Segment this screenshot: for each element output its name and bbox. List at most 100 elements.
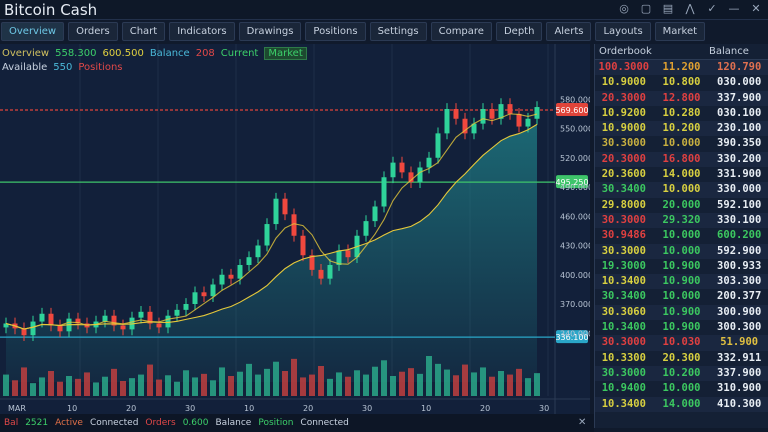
order-book-row[interactable]: 10.9400 10.000 310.900 xyxy=(595,381,768,396)
order-book-row[interactable]: 30.3400 10.000 200.377 xyxy=(595,289,768,304)
order-book-row[interactable]: 30.3060 10.900 300.900 xyxy=(595,304,768,321)
order-book-row[interactable]: 10.3400 10.900 300.300 xyxy=(595,320,768,335)
candle[interactable] xyxy=(21,328,27,336)
candle[interactable] xyxy=(453,109,459,119)
candle[interactable] xyxy=(156,323,162,328)
order-book-row[interactable]: 19.3000 10.900 300.933 xyxy=(595,259,768,274)
candle[interactable] xyxy=(174,309,180,316)
minimize-icon[interactable]: — xyxy=(728,2,740,15)
candle[interactable] xyxy=(309,255,315,270)
order-book-row[interactable]: 10.9200 10.280 030.100 xyxy=(595,106,768,121)
check-icon[interactable]: ✓ xyxy=(707,2,717,15)
candle[interactable] xyxy=(264,224,270,246)
amount-cell: 10.000 xyxy=(662,137,701,150)
toolbar-tab[interactable]: Settings xyxy=(369,22,427,41)
candle[interactable] xyxy=(138,311,144,318)
toolbar-tab[interactable]: Alerts xyxy=(546,22,592,41)
candle[interactable] xyxy=(516,113,522,127)
window-icon[interactable]: ▢ xyxy=(640,2,652,15)
candle[interactable] xyxy=(462,118,468,134)
candle[interactable] xyxy=(507,104,513,114)
toolbar-tab[interactable]: Drawings xyxy=(238,22,302,41)
settings-icon[interactable]: ◎ xyxy=(619,2,629,15)
candle[interactable] xyxy=(336,250,342,265)
candle[interactable] xyxy=(381,177,387,207)
candle[interactable] xyxy=(210,284,216,297)
order-book-row[interactable]: 29.8000 20.000 592.100 xyxy=(595,198,768,213)
candle[interactable] xyxy=(408,172,414,183)
candle[interactable] xyxy=(30,321,36,336)
toolbar-tab[interactable]: Depth xyxy=(495,22,543,41)
candle[interactable] xyxy=(417,167,423,183)
candle[interactable] xyxy=(300,235,306,256)
toolbar-tab[interactable]: Chart xyxy=(121,22,166,41)
order-book-row[interactable]: 10.3400 14.000 410.300 xyxy=(595,396,768,412)
candle[interactable] xyxy=(471,123,477,134)
candle[interactable] xyxy=(165,315,171,328)
order-book-row[interactable]: 30.3000 10.000 592.900 xyxy=(595,243,768,259)
candle[interactable] xyxy=(75,318,81,324)
candle[interactable] xyxy=(435,133,441,158)
candle[interactable] xyxy=(120,325,126,330)
order-book-row[interactable]: 30.3400 10.000 330.000 xyxy=(595,182,768,198)
order-book-row[interactable]: 30.3000 10.030 51.900 xyxy=(595,335,768,351)
candle[interactable] xyxy=(480,109,486,124)
candle[interactable] xyxy=(525,118,531,127)
toolbar-tab[interactable]: Layouts xyxy=(595,22,651,41)
candle[interactable] xyxy=(345,250,351,258)
order-book-row[interactable]: 20.3000 16.800 330.200 xyxy=(595,151,768,168)
layout-icon[interactable]: ▤ xyxy=(662,2,674,15)
candle[interactable] xyxy=(246,257,252,265)
candle[interactable] xyxy=(3,323,9,328)
candle[interactable] xyxy=(363,221,369,236)
candle[interactable] xyxy=(147,311,153,324)
order-book-row[interactable]: 10.3300 20.300 332.911 xyxy=(595,351,768,366)
toolbar-tab[interactable]: Indicators xyxy=(169,22,235,41)
candle[interactable] xyxy=(201,292,207,297)
order-book-row[interactable]: 20.3600 14.000 331.900 xyxy=(595,167,768,182)
toolbar-tab[interactable]: Overview xyxy=(1,22,65,41)
order-book-row[interactable]: 100.3000 11.200 120.790 xyxy=(595,60,768,76)
order-book-row[interactable]: 10.9000 10.200 230.100 xyxy=(595,121,768,137)
candle[interactable] xyxy=(48,313,54,326)
candle[interactable] xyxy=(489,109,495,119)
candle[interactable] xyxy=(291,214,297,236)
order-book-row[interactable]: 10.9000 10.800 030.000 xyxy=(595,75,768,90)
toolbar-tab[interactable]: Orders xyxy=(68,22,118,41)
toolbar-tab[interactable]: Positions xyxy=(305,22,366,41)
candle[interactable] xyxy=(102,315,108,322)
candle[interactable] xyxy=(390,162,396,178)
close-icon[interactable]: ✕ xyxy=(751,2,761,15)
candle[interactable] xyxy=(228,274,234,279)
candle[interactable] xyxy=(282,198,288,215)
candle[interactable] xyxy=(192,292,198,304)
candle[interactable] xyxy=(399,162,405,173)
status-close-icon[interactable]: ✕ xyxy=(578,417,587,428)
order-book-row[interactable]: 30.3000 29.320 330.100 xyxy=(595,212,768,229)
chart-icon[interactable]: ⋀ xyxy=(685,2,695,15)
candle[interactable] xyxy=(498,104,504,119)
candle[interactable] xyxy=(255,245,261,258)
toolbar-tab[interactable]: Compare xyxy=(430,22,492,41)
candle[interactable] xyxy=(534,107,540,119)
candle[interactable] xyxy=(237,265,243,279)
candle[interactable] xyxy=(219,274,225,285)
candle[interactable] xyxy=(273,198,279,225)
order-book-row[interactable]: 20.3000 12.800 337.900 xyxy=(595,90,768,106)
candle[interactable] xyxy=(183,304,189,310)
candle[interactable] xyxy=(57,325,63,332)
candle[interactable] xyxy=(444,109,450,134)
candle[interactable] xyxy=(327,265,333,279)
candle[interactable] xyxy=(111,315,117,326)
candle[interactable] xyxy=(39,313,45,322)
candle[interactable] xyxy=(426,157,432,168)
order-book-row[interactable]: 30.3000 10.200 337.900 xyxy=(595,365,768,382)
price-chart[interactable]: 569.600 495.250 336.100 580.000 550.000 520.0… xyxy=(0,44,590,414)
candle[interactable] xyxy=(318,269,324,279)
volume-bar xyxy=(192,377,198,396)
order-book-row[interactable]: 30.3000 10.000 390.350 xyxy=(595,136,768,151)
candle[interactable] xyxy=(372,206,378,222)
toolbar-tab[interactable]: Market xyxy=(654,22,706,41)
order-book-row[interactable]: 30.9486 10.000 600.200 xyxy=(595,228,768,243)
order-book-row[interactable]: 10.3400 10.900 303.300 xyxy=(595,274,768,290)
